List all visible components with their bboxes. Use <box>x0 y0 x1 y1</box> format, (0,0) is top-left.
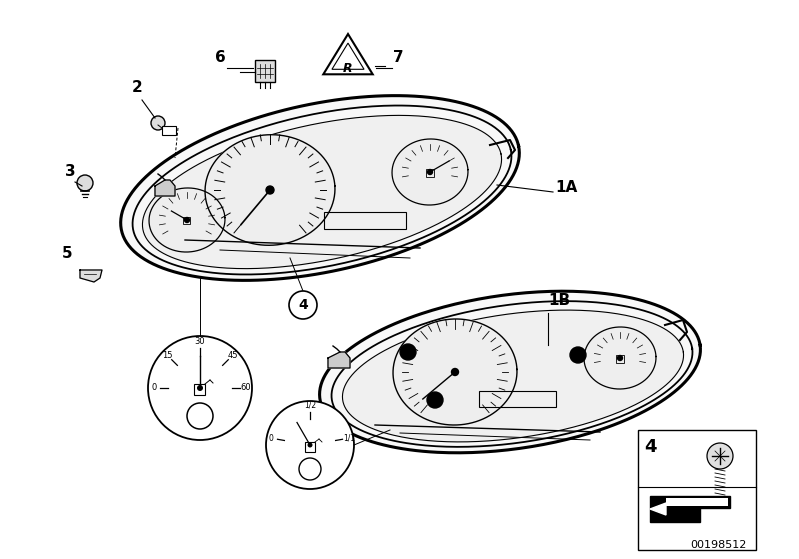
Circle shape <box>570 347 586 363</box>
Circle shape <box>308 443 312 448</box>
Polygon shape <box>392 139 468 205</box>
Text: 30: 30 <box>195 338 205 347</box>
FancyBboxPatch shape <box>161 126 176 135</box>
Polygon shape <box>80 270 102 282</box>
Circle shape <box>400 344 416 360</box>
Circle shape <box>289 291 317 319</box>
FancyBboxPatch shape <box>638 430 756 550</box>
Text: R: R <box>344 61 353 74</box>
Polygon shape <box>328 352 350 368</box>
Text: 1/2: 1/2 <box>304 400 316 410</box>
Polygon shape <box>149 188 225 252</box>
Polygon shape <box>121 96 519 281</box>
Text: 1B: 1B <box>548 293 570 308</box>
Text: 60: 60 <box>240 383 252 392</box>
Text: 15: 15 <box>162 351 173 360</box>
Circle shape <box>299 458 321 480</box>
FancyBboxPatch shape <box>255 60 275 82</box>
Text: 45: 45 <box>227 351 238 360</box>
Polygon shape <box>142 115 502 269</box>
Text: 1A: 1A <box>555 180 577 195</box>
Circle shape <box>618 356 622 361</box>
Text: 0: 0 <box>268 434 273 443</box>
Circle shape <box>707 443 733 469</box>
Circle shape <box>187 403 213 429</box>
Polygon shape <box>650 503 666 515</box>
Polygon shape <box>393 319 517 425</box>
Circle shape <box>427 169 432 174</box>
Polygon shape <box>155 180 175 196</box>
Text: 4: 4 <box>298 298 308 312</box>
Text: 6: 6 <box>215 50 226 65</box>
Text: 4: 4 <box>644 438 657 456</box>
Circle shape <box>427 392 443 408</box>
FancyBboxPatch shape <box>666 498 728 506</box>
Polygon shape <box>650 496 730 522</box>
Circle shape <box>266 401 354 489</box>
Text: 1/1: 1/1 <box>344 434 356 443</box>
Text: 2: 2 <box>132 80 143 95</box>
Text: 7: 7 <box>393 50 403 65</box>
Text: 5: 5 <box>62 246 73 261</box>
Polygon shape <box>584 327 656 389</box>
Circle shape <box>266 186 274 194</box>
Circle shape <box>151 116 165 130</box>
Text: 0: 0 <box>151 383 157 392</box>
Circle shape <box>451 368 459 376</box>
Circle shape <box>185 217 189 222</box>
Text: 00198512: 00198512 <box>690 540 746 550</box>
Text: 3: 3 <box>65 164 76 179</box>
Polygon shape <box>205 135 335 245</box>
Circle shape <box>197 385 203 391</box>
Circle shape <box>77 175 93 191</box>
Polygon shape <box>343 310 683 442</box>
Polygon shape <box>320 291 701 453</box>
Circle shape <box>148 336 252 440</box>
